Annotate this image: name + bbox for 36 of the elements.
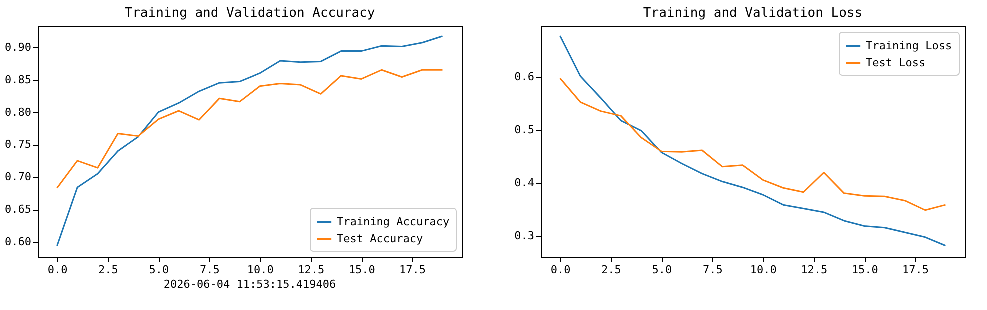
line-series — [560, 78, 946, 212]
x-tick-label: 5.0 — [652, 264, 672, 276]
y-tick-label: 0.75 — [5, 138, 32, 152]
x-tick-label: 15.0 — [348, 264, 376, 276]
line-series — [56, 69, 444, 189]
y-tick-label: 0.60 — [5, 236, 32, 249]
x-tick-label: 2.5 — [98, 264, 118, 276]
y-tick-label: 0.4 — [514, 176, 535, 190]
x-tick-label: 10.0 — [750, 264, 777, 276]
legend-label: Test Accuracy — [337, 232, 424, 246]
y-tick-label: 0.85 — [5, 73, 32, 86]
y-tick-label: 0.80 — [5, 106, 32, 119]
y-tick-label: 0.6 — [514, 70, 534, 84]
x-tick-label: 12.5 — [801, 264, 828, 276]
x-tick-label: 12.5 — [298, 264, 325, 276]
chart-title: Training and Validation Accuracy — [124, 6, 376, 21]
legend-label: Training Accuracy — [337, 216, 450, 228]
text: 2026-06-04 11:53:15.419406 — [164, 278, 336, 291]
x-tick-label: 0.0 — [550, 264, 571, 276]
x-tick-label: 17.5 — [902, 264, 930, 276]
x-tick-label: 15.0 — [852, 264, 878, 276]
chart-title: Training and Validation Loss — [643, 6, 863, 21]
x-tick-label: 2.5 — [602, 264, 622, 276]
x-tick-label: 7.5 — [200, 264, 220, 276]
x-tick-label: 10.0 — [247, 264, 274, 276]
x-tick-label: 7.5 — [702, 264, 723, 276]
y-tick-label: 0.5 — [514, 123, 534, 136]
y-tick-label: 0.70 — [5, 170, 32, 184]
y-tick-label: 0.3 — [514, 229, 534, 242]
legend-label: Training Loss — [866, 40, 952, 52]
legend-label: Test Loss — [866, 56, 926, 70]
x-tick-label: 17.5 — [400, 264, 426, 276]
x-tick-label: 5.0 — [149, 264, 170, 276]
x-tick-label: 0.0 — [48, 264, 68, 276]
y-tick-label: 0.90 — [5, 40, 32, 54]
y-tick-label: 0.65 — [5, 203, 32, 216]
